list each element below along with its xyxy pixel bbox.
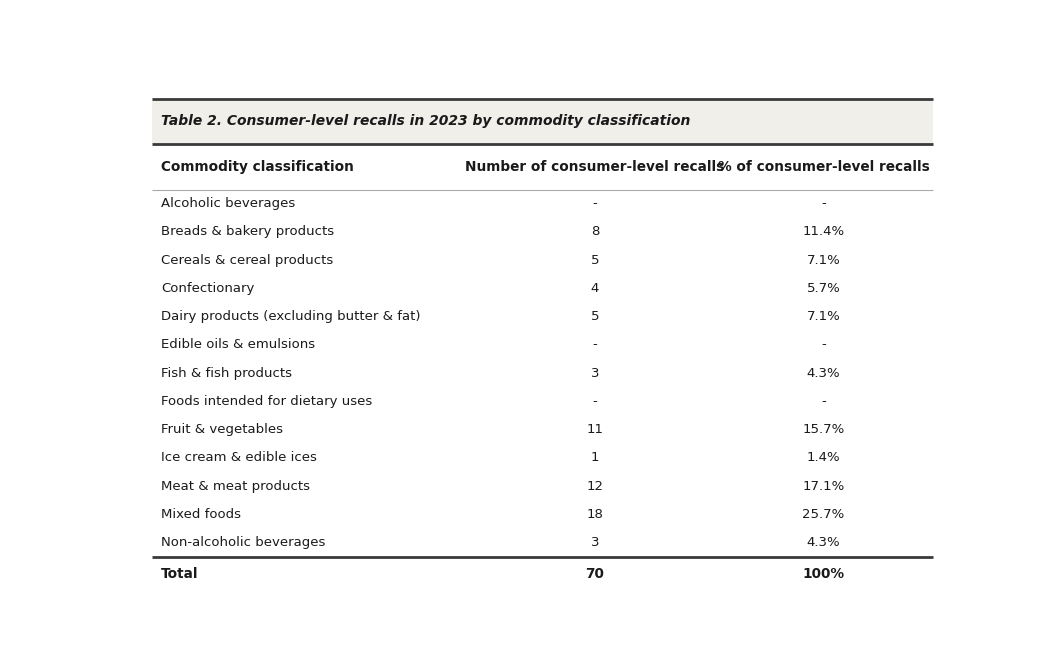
- Text: Cereals & cereal products: Cereals & cereal products: [162, 253, 334, 267]
- Bar: [151, 415, 932, 443]
- Text: Breads & bakery products: Breads & bakery products: [162, 225, 335, 238]
- Text: 3: 3: [591, 367, 600, 380]
- Text: 5.7%: 5.7%: [806, 282, 840, 295]
- Text: -: -: [821, 395, 825, 408]
- Text: 4.3%: 4.3%: [806, 536, 840, 549]
- Text: 100%: 100%: [802, 567, 844, 582]
- Bar: [151, 443, 932, 472]
- Text: % of consumer-level recalls: % of consumer-level recalls: [717, 160, 929, 174]
- Text: Foods intended for dietary uses: Foods intended for dietary uses: [162, 395, 373, 408]
- Text: Number of consumer-level recalls: Number of consumer-level recalls: [465, 160, 724, 174]
- Text: Meat & meat products: Meat & meat products: [162, 479, 311, 493]
- Text: -: -: [592, 339, 597, 351]
- Text: 11: 11: [586, 423, 604, 436]
- Text: Mixed foods: Mixed foods: [162, 508, 242, 521]
- Text: 15.7%: 15.7%: [802, 423, 844, 436]
- Text: 3: 3: [591, 536, 600, 549]
- Text: 12: 12: [586, 479, 604, 493]
- Bar: [151, 99, 932, 144]
- Text: 5: 5: [591, 253, 600, 267]
- Text: -: -: [821, 197, 825, 210]
- Bar: [151, 331, 932, 359]
- Text: Fish & fish products: Fish & fish products: [162, 367, 292, 380]
- Text: 11.4%: 11.4%: [802, 225, 844, 238]
- Bar: [151, 472, 932, 500]
- Text: Dairy products (excluding butter & fat): Dairy products (excluding butter & fat): [162, 310, 421, 323]
- Text: 4.3%: 4.3%: [806, 367, 840, 380]
- Bar: [151, 274, 932, 303]
- Bar: [151, 218, 932, 246]
- Bar: [151, 189, 932, 218]
- Bar: [151, 246, 932, 274]
- Text: Commodity classification: Commodity classification: [162, 160, 354, 174]
- Text: 1.4%: 1.4%: [806, 451, 840, 464]
- Text: Table 2. Consumer-level recalls in 2023 by commodity classification: Table 2. Consumer-level recalls in 2023 …: [162, 115, 691, 128]
- Bar: [151, 144, 932, 189]
- Text: 7.1%: 7.1%: [806, 310, 840, 323]
- Text: -: -: [821, 339, 825, 351]
- Bar: [151, 359, 932, 387]
- Text: 17.1%: 17.1%: [802, 479, 844, 493]
- Text: 5: 5: [591, 310, 600, 323]
- Text: Total: Total: [162, 567, 198, 582]
- Bar: [151, 557, 932, 592]
- Bar: [151, 500, 932, 529]
- Text: -: -: [592, 197, 597, 210]
- Text: Non-alcoholic beverages: Non-alcoholic beverages: [162, 536, 326, 549]
- Bar: [151, 387, 932, 415]
- Text: 18: 18: [587, 508, 604, 521]
- Bar: [151, 303, 932, 331]
- Bar: [151, 529, 932, 557]
- Text: 1: 1: [591, 451, 600, 464]
- Text: 4: 4: [591, 282, 600, 295]
- Text: Ice cream & edible ices: Ice cream & edible ices: [162, 451, 317, 464]
- Text: Fruit & vegetables: Fruit & vegetables: [162, 423, 284, 436]
- Text: Confectionary: Confectionary: [162, 282, 255, 295]
- Text: Alcoholic beverages: Alcoholic beverages: [162, 197, 296, 210]
- Text: 8: 8: [591, 225, 600, 238]
- Text: 7.1%: 7.1%: [806, 253, 840, 267]
- Text: Edible oils & emulsions: Edible oils & emulsions: [162, 339, 315, 351]
- Text: 70: 70: [586, 567, 605, 582]
- Text: -: -: [592, 395, 597, 408]
- Text: 25.7%: 25.7%: [802, 508, 844, 521]
